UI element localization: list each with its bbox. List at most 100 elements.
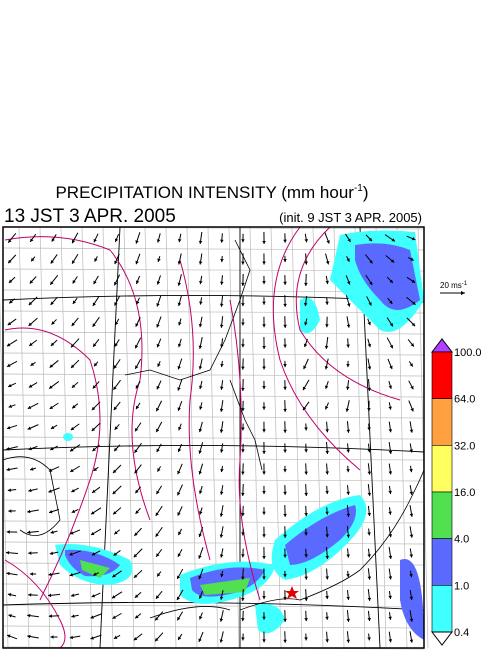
wind-arrow-head — [198, 470, 203, 475]
wind-arrow-head — [156, 324, 160, 328]
location-marker — [285, 586, 299, 599]
wind-arrow-head — [324, 385, 329, 389]
wind-arrow-head — [283, 449, 287, 453]
wind-arrow-head — [368, 302, 372, 306]
wind-arrow-head — [389, 279, 393, 283]
wind-arrow-head — [346, 281, 351, 285]
grid-line — [2, 373, 425, 377]
wind-arrow-head — [325, 324, 329, 328]
wind-arrow-head — [304, 532, 308, 536]
wind-arrow-head — [283, 344, 287, 348]
wind-arrow-head — [93, 343, 97, 347]
wind-arrow-head — [114, 530, 118, 535]
wind-arrow-head — [70, 531, 74, 535]
wind-arrow-head — [346, 449, 350, 453]
wind-arrow-head — [241, 239, 245, 243]
wind-arrow-head — [388, 511, 392, 515]
wind-arrow-head — [50, 530, 54, 534]
wind-arrow-head — [156, 281, 161, 285]
wind-arrow-head — [389, 344, 393, 349]
wind-arrow-head — [325, 450, 330, 454]
wind-arrow-head — [388, 406, 392, 410]
wind-arrow-head — [48, 614, 52, 618]
wind-arrow-head — [283, 303, 287, 307]
grid-line — [2, 457, 425, 461]
wind-arrow-head — [325, 301, 329, 305]
wind-arrow-head — [262, 301, 266, 305]
wind-arrow-head — [8, 239, 12, 243]
grid-line — [2, 310, 425, 314]
wind-arrow-head — [7, 321, 12, 326]
wind-arrow-head — [325, 429, 329, 433]
wind-arrow-head — [409, 363, 413, 367]
wind-arrow-head — [134, 469, 138, 474]
wind-arrow-head — [367, 408, 371, 412]
wind-arrow-head — [345, 408, 350, 412]
wind-arrow-head — [114, 281, 118, 286]
wind-arrow-head — [50, 301, 54, 305]
wind-arrow-head — [177, 616, 181, 621]
wind-arrow-head — [262, 240, 266, 244]
wind-arrow-head — [135, 260, 139, 265]
wind-arrow-head — [27, 405, 32, 409]
wind-arrow-head — [155, 617, 159, 621]
wind-arrow-head — [346, 258, 350, 262]
wind-arrow-head — [410, 385, 414, 390]
wind-arrow-head — [346, 491, 350, 495]
wind-arrow-head — [219, 386, 224, 390]
wind-arrow-head — [367, 576, 372, 580]
wind-arrow-head — [325, 639, 329, 643]
wind-arrow-head — [156, 239, 161, 243]
wind-arrow-head — [114, 302, 118, 306]
wind-arrow-head — [410, 343, 414, 347]
wind-arrow-head — [283, 491, 287, 495]
wind-arrow-head — [346, 468, 350, 473]
wind-arrow-head — [135, 615, 139, 619]
coastlines — [2, 239, 425, 619]
wind-arrow-head — [6, 467, 10, 472]
wind-arrow-head — [28, 488, 32, 493]
wind-arrow-head — [412, 301, 416, 305]
wind-arrow-head — [8, 509, 12, 513]
title-superscript: -1 — [354, 183, 363, 194]
wind-arrow-head — [346, 364, 350, 368]
wind-arrow-head — [50, 342, 55, 346]
wind-arrow-head — [241, 576, 245, 580]
wind-arrow-head — [177, 387, 181, 391]
grid-line — [2, 436, 425, 440]
wind-arrow-head — [262, 345, 266, 349]
wind-arrow-head — [135, 385, 139, 389]
wind-arrow-head — [50, 635, 54, 639]
wind-arrow-head — [115, 321, 119, 326]
wind-arrow-head — [112, 490, 117, 495]
wind-arrow-head — [367, 387, 372, 391]
wind-arrow-head — [367, 554, 371, 558]
wind-arrow-head — [114, 426, 118, 430]
wind-arrow-head — [198, 366, 203, 370]
grid-line — [2, 541, 425, 545]
wind-arrow-head — [367, 637, 371, 641]
wind-arrow-head — [114, 447, 118, 452]
wind-arrow-head — [90, 531, 95, 535]
grid-line — [2, 478, 425, 482]
wind-arrow-head — [304, 322, 308, 326]
wind-arrow-head — [219, 534, 224, 538]
wind-arrow-head — [367, 512, 372, 517]
wind-arrow-head — [388, 639, 393, 643]
wind-arrow-head — [325, 511, 329, 515]
wind-arrow-head — [241, 344, 245, 348]
colorbar-segment — [431, 398, 453, 446]
wind-arrow-head — [241, 322, 245, 326]
wind-arrow-head — [198, 323, 203, 328]
wind-arrow-head — [71, 322, 75, 327]
wind-arrow-head — [241, 554, 245, 558]
wind-arrow-head — [156, 448, 160, 453]
grid-line — [333, 226, 345, 649]
wind-arrow-head — [241, 618, 245, 622]
wind-arrow-head — [178, 531, 182, 536]
wind-arrow-head — [199, 511, 203, 515]
wind-arrow-head — [69, 573, 74, 577]
wind-arrow-head — [112, 574, 116, 578]
wind-arrow-head — [136, 405, 140, 410]
